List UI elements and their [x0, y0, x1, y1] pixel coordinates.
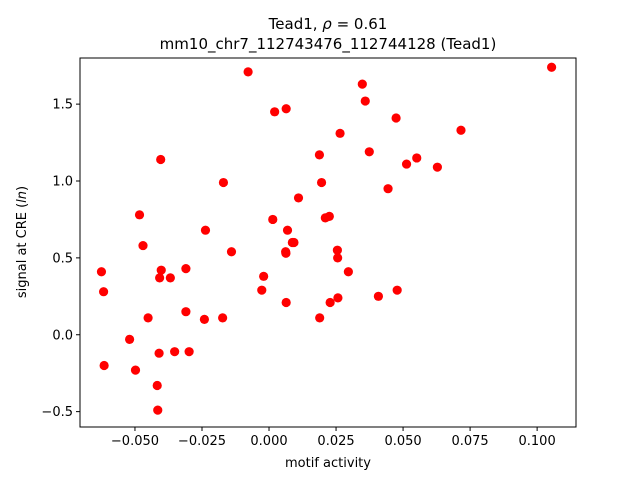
data-point [314, 150, 325, 160]
x-tick-label: 0.100 [519, 434, 556, 449]
data-point [156, 154, 166, 165]
data-point [391, 113, 401, 123]
chart-title-line1: Tead1, ρ = 0.61 [268, 15, 388, 33]
data-point [282, 225, 293, 235]
data-point [165, 273, 175, 283]
data-point [268, 214, 278, 225]
data-point [392, 285, 402, 295]
x-tick-label: 0.075 [451, 434, 488, 449]
data-point [343, 267, 353, 277]
data-point [156, 265, 166, 275]
x-axis-ticks: −0.050 −0.025 0.000 0.025 0.050 0.075 0.100 [111, 427, 556, 449]
data-point [315, 313, 325, 323]
data-point [316, 177, 327, 188]
data-point [200, 225, 211, 235]
data-point [99, 360, 109, 371]
y-tick-label: −0.5 [41, 405, 73, 420]
x-tick-label: −0.050 [111, 434, 159, 449]
data-point [134, 210, 145, 220]
data-point [332, 245, 342, 255]
plot-frame [79, 57, 577, 428]
data-point [155, 273, 165, 283]
data-point [138, 240, 148, 251]
data-point [125, 334, 135, 344]
data-point [293, 193, 304, 203]
data-point [383, 184, 393, 194]
data-point [98, 287, 109, 297]
data-point [364, 147, 374, 157]
data-point [96, 267, 107, 277]
data-point [325, 297, 335, 308]
data-point [270, 107, 280, 117]
data-point [335, 128, 345, 138]
y-axis-label: signal at CRE (ln) [15, 186, 30, 298]
data-point [154, 348, 164, 358]
x-tick-label: 0.025 [317, 434, 354, 449]
data-point [289, 237, 299, 248]
data-point [199, 314, 210, 324]
data-point [412, 153, 422, 163]
y-tick-label: 1.5 [52, 98, 73, 113]
data-point [257, 285, 267, 295]
data-point [456, 125, 466, 135]
data-point [281, 248, 291, 258]
data-point [373, 291, 384, 301]
data-point [320, 213, 330, 223]
data-point [281, 104, 291, 114]
x-tick-label: −0.025 [178, 434, 226, 449]
data-point [281, 297, 291, 308]
y-tick-label: 0.0 [52, 328, 73, 343]
data-point [432, 162, 442, 172]
data-point [259, 271, 269, 281]
data-point [333, 293, 343, 303]
y-tick-label: 1.0 [52, 175, 73, 190]
data-point [360, 96, 370, 106]
x-tick-label: 0.050 [384, 434, 421, 449]
data-point [184, 347, 194, 357]
data-point [143, 313, 153, 323]
data-point [547, 62, 557, 72]
data-point [333, 253, 343, 263]
y-axis-ticks: −0.5 0.0 0.5 1.0 1.5 [41, 98, 80, 420]
data-point [181, 307, 191, 317]
x-axis-label: motif activity [285, 456, 371, 471]
x-tick-label: 0.000 [250, 434, 287, 449]
data-point [357, 79, 367, 89]
data-point [181, 264, 191, 274]
data-point [226, 247, 237, 257]
data-point [152, 380, 162, 391]
chart-title-line2: mm10_chr7_112743476_112744128 (Tead1) [160, 35, 497, 54]
data-point [153, 405, 163, 415]
data-point [243, 67, 253, 77]
data-point [218, 177, 229, 188]
data-points [96, 62, 557, 415]
data-point [130, 365, 141, 375]
y-tick-label: 0.5 [52, 251, 73, 266]
data-point [218, 313, 228, 323]
data-point [401, 159, 412, 169]
data-point [170, 347, 180, 357]
